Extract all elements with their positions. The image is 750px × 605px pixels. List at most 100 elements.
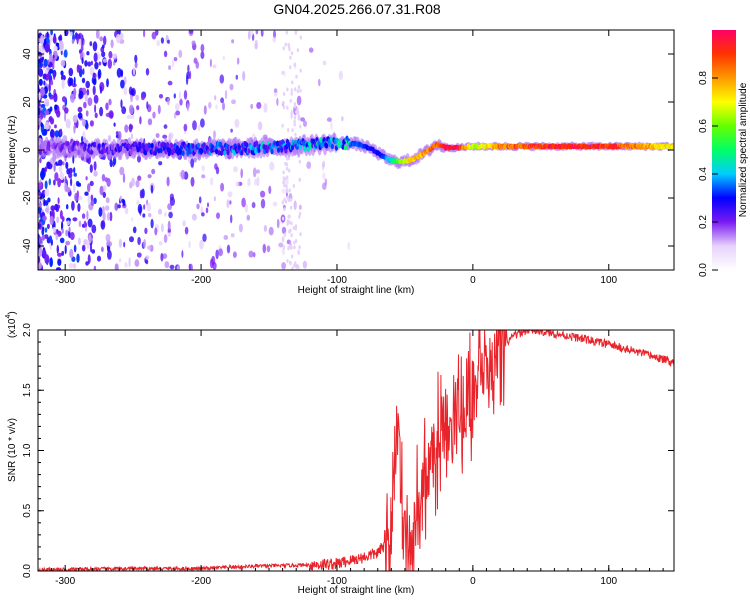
spectrogram-cell xyxy=(148,143,152,149)
spectrogram-cell xyxy=(266,245,271,253)
svg-text:(x104): (x104) xyxy=(5,311,18,338)
spectrogram-cell xyxy=(84,191,89,196)
spectrogram-cell xyxy=(71,200,75,211)
spectrogram-cell xyxy=(157,208,163,215)
spectrogram-cell xyxy=(57,252,63,257)
spectrogram-cell xyxy=(205,207,209,214)
spectrogram-cell xyxy=(276,218,280,229)
spectrogram-cell xyxy=(230,233,235,238)
spectrogram-cell xyxy=(200,51,205,59)
spectrogram-cell xyxy=(78,90,84,99)
spectrogram-cell xyxy=(136,200,140,206)
colorbar-gradient xyxy=(712,30,736,270)
spectrogram-cell xyxy=(189,263,193,270)
spectrogram-cell xyxy=(237,57,240,65)
spectrogram-cell xyxy=(234,118,240,128)
spectrogram-cell xyxy=(187,142,191,149)
spectrogram-cell xyxy=(61,228,64,234)
spectrogram-cell xyxy=(290,221,293,226)
spectrogram-cell xyxy=(167,220,171,231)
spectrogram-cell xyxy=(44,98,50,107)
spectrogram-cell xyxy=(171,60,175,68)
spectrogram-cell xyxy=(303,145,307,152)
spectrogram-cell xyxy=(235,181,240,187)
spectrogram-cell xyxy=(80,45,84,52)
spectrogram-cell xyxy=(128,104,134,115)
spectrogram-cell xyxy=(282,46,285,51)
spectrogram-cell xyxy=(255,30,259,35)
snr-ytick-label: 2.0 xyxy=(22,323,33,337)
spectrogram-cell xyxy=(281,262,286,270)
spectrogram-cell xyxy=(191,213,197,221)
spectrogram-cell xyxy=(39,202,42,208)
spectrogram-cell xyxy=(87,194,91,205)
spectrogram-cell xyxy=(284,42,287,47)
snr-xtick-label: -100 xyxy=(327,576,347,587)
spectrogram-cell xyxy=(215,148,219,155)
spectrogram-cell xyxy=(181,150,185,156)
snr-xtick-label: 100 xyxy=(600,576,617,587)
spectrogram-cell xyxy=(163,234,168,243)
spectrogram-cell xyxy=(71,39,75,44)
spectrogram-cell xyxy=(142,213,146,218)
spectrogram-cell xyxy=(44,254,50,265)
spectrogram-cell xyxy=(289,98,292,103)
spectrogram-cell xyxy=(66,220,71,226)
colorbar-ticks: 0.0 0.2 0.4 0.6 0.8 xyxy=(698,71,718,277)
spectrogram-ytick-label: -20 xyxy=(22,190,33,205)
spectrogram-cell xyxy=(166,176,170,187)
spectrogram-cell xyxy=(143,238,147,249)
spectrogram-cell xyxy=(173,93,176,99)
spectrogram-cell xyxy=(43,58,48,67)
spectrogram-cell xyxy=(101,246,104,253)
spectrogram-cell xyxy=(168,65,172,70)
spectrogram-cell xyxy=(93,161,97,171)
spectrogram-cell xyxy=(93,170,98,177)
spectrogram-cell xyxy=(188,240,191,249)
spectrogram-cell xyxy=(187,64,190,73)
spectrogram-cell xyxy=(231,39,235,44)
spectrogram-cell xyxy=(85,176,88,181)
spectrogram-cell xyxy=(59,172,65,181)
spectrogram-cell xyxy=(83,101,87,109)
spectrogram-cell xyxy=(185,75,189,85)
spectrogram-cell xyxy=(308,47,314,53)
spectrogram-cell xyxy=(209,58,212,68)
spectrogram-cell xyxy=(120,69,124,77)
spectrogram-cell xyxy=(64,112,67,122)
spectrogram-cell xyxy=(200,44,205,53)
spectrogram-cell xyxy=(73,244,77,253)
spectrogram-cell xyxy=(113,122,116,127)
spectrogram-cell xyxy=(64,175,67,186)
spectrogram-cell xyxy=(322,172,326,180)
spectrogram-cell xyxy=(46,31,49,39)
spectrogram-cell xyxy=(43,80,46,86)
spectrogram-cell xyxy=(154,227,158,236)
spectrogram-cell xyxy=(48,92,52,98)
spectrogram-marks xyxy=(38,30,674,270)
spectrogram-cell xyxy=(297,85,301,90)
spectrogram-cell xyxy=(256,169,260,174)
spectrogram-cell xyxy=(297,265,300,270)
spectrogram-cell xyxy=(147,245,152,250)
spectrogram-cell xyxy=(145,68,150,76)
spectrogram-cell xyxy=(291,128,294,133)
spectrogram-cell xyxy=(273,30,276,39)
spectrogram-cell xyxy=(106,78,109,88)
spectrogram-cell xyxy=(87,254,91,264)
spectrogram-cell xyxy=(268,226,274,236)
spectrogram-cell xyxy=(254,39,258,50)
spectrogram-cell xyxy=(209,177,214,186)
spectrogram-cell xyxy=(89,164,93,173)
spectrogram-cell xyxy=(296,107,299,112)
spectrogram-cell xyxy=(254,178,258,186)
spectrogram-cell xyxy=(46,223,50,229)
spectrogram-cell xyxy=(298,211,302,216)
spectrogram-cell xyxy=(184,226,189,235)
spectrogram-cell xyxy=(61,250,65,256)
spectrogram-cell xyxy=(42,143,46,149)
spectrogram-cell xyxy=(38,149,43,155)
spectrogram-cell xyxy=(38,91,41,101)
spectrogram-cell xyxy=(287,44,291,49)
spectrogram-cell xyxy=(77,149,81,156)
